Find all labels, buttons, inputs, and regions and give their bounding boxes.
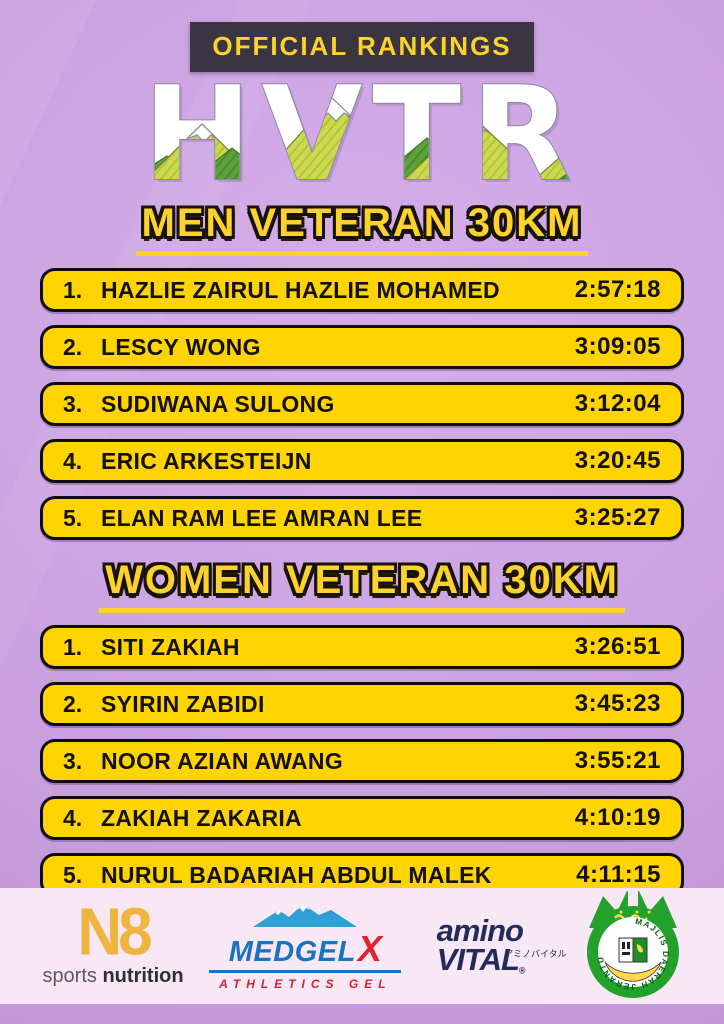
finish-time: 3:25:27 <box>574 504 661 531</box>
finish-time: 2:57:18 <box>574 276 661 303</box>
section-title-women: WOMEN VETERAN 30KM <box>0 558 724 613</box>
rank-number: 4. <box>63 804 83 831</box>
table-row: 3. NOOR AZIAN AWANG 3:55:21 <box>40 739 684 783</box>
amino-line1: amino <box>436 913 524 949</box>
table-row: 4. ZAKIAH ZAKARIA 4:10:19 <box>40 796 684 840</box>
amino-line2: VITAL® <box>437 944 563 976</box>
runner-name: NURUL BADARIAH ABDUL MALEK <box>101 861 492 888</box>
majlis-badge-icon: MAJLIS DAERAH JERANTUT <box>578 881 679 998</box>
men-rows: 1. HAZLIE ZAIRUL HAZLIE MOHAMED 2:57:18 … <box>40 268 684 540</box>
table-row: 2. LESCY WONG 3:09:05 <box>40 325 684 369</box>
finish-time: 4:10:19 <box>574 804 661 831</box>
hvtr-logo: HVTR HVTR HVTR <box>127 57 597 213</box>
sponsor-majlis-daerah-jerantut: MAJLIS DAERAH JERANTUT <box>578 881 686 1005</box>
mountain-art <box>142 97 582 189</box>
medgel-mountains-icon <box>253 903 358 927</box>
n8-logo: N8 <box>77 895 152 970</box>
table-row: 5. ELAN RAM LEE AMRAN LEE 3:25:27 <box>40 496 684 540</box>
finish-time: 3:09:05 <box>574 333 661 360</box>
table-row: 1. SITI ZAKIAH 3:26:51 <box>40 625 684 669</box>
women-rows: 1. SITI ZAKIAH 3:26:51 2. SYIRIN ZABIDI … <box>40 625 684 897</box>
amino-vital-text: VITAL <box>436 942 520 977</box>
medgel-wordmark: MEDGELX <box>205 927 405 969</box>
table-row: 4. ERIC ARKESTEIJN 3:20:45 <box>40 439 684 483</box>
registered-mark: ® <box>518 965 526 976</box>
official-rankings-banner: OFFICIAL RANKINGS <box>190 22 534 72</box>
women-title-text: WOMEN VETERAN 30KM <box>99 558 625 613</box>
table-row: 1. HAZLIE ZAIRUL HAZLIE MOHAMED 2:57:18 <box>40 268 684 312</box>
n8-tagline-light: sports <box>42 964 103 987</box>
finish-time: 3:45:23 <box>574 690 661 717</box>
runner-name: SITI ZAKIAH <box>101 633 240 660</box>
runner-name: SUDIWANA SULONG <box>101 390 335 417</box>
table-row: 2. SYIRIN ZABIDI 3:45:23 <box>40 682 684 726</box>
runner-name: SYIRIN ZABIDI <box>101 690 265 717</box>
rank-number: 1. <box>63 633 83 660</box>
finish-time: 3:55:21 <box>574 747 661 774</box>
finish-time: 3:12:04 <box>574 390 661 417</box>
sponsor-n8: N8 sports nutrition <box>38 895 188 988</box>
rank-number: 2. <box>63 333 83 360</box>
sponsor-amino-vital: amino VITAL® アミノバイタル <box>423 913 567 976</box>
rank-number: 1. <box>63 276 83 303</box>
medgel-tagline: ATHLETICS GEL <box>219 976 392 991</box>
amino-japanese-text: アミノバイタル <box>504 949 567 960</box>
runner-name: ERIC ARKESTEIJN <box>101 447 312 474</box>
medgel-divider <box>209 969 402 973</box>
runner-name: LESCY WONG <box>101 333 261 360</box>
rank-number: 2. <box>63 690 83 717</box>
table-row: 3. SUDIWANA SULONG 3:12:04 <box>40 382 684 426</box>
section-title-men: MEN VETERAN 30KM <box>0 201 724 256</box>
rank-number: 3. <box>63 747 83 774</box>
runner-name: ZAKIAH ZAKARIA <box>101 804 302 831</box>
medgel-brand-text: MEDGEL <box>228 935 356 968</box>
rank-number: 5. <box>63 861 83 888</box>
rank-number: 3. <box>63 390 83 417</box>
rank-number: 4. <box>63 447 83 474</box>
sponsor-band: N8 sports nutrition MEDGELX ATHLETICS GE… <box>0 881 724 1005</box>
hvtr-logo-graphic: HVTR HVTR HVTR <box>142 57 582 213</box>
medgel-x-text: X <box>357 927 382 969</box>
runner-name: NOOR AZIAN AWANG <box>101 747 344 774</box>
n8-tagline-bold: nutrition <box>102 964 184 987</box>
sponsor-medgelx: MEDGELX ATHLETICS GEL <box>205 902 405 991</box>
rank-number: 5. <box>63 504 83 531</box>
men-title-text: MEN VETERAN 30KM <box>135 201 589 256</box>
runner-name: ELAN RAM LEE AMRAN LEE <box>101 504 423 531</box>
finish-time: 3:26:51 <box>574 633 661 660</box>
finish-time: 3:20:45 <box>574 447 661 474</box>
n8-tagline: sports nutrition <box>38 965 188 988</box>
banner-label: OFFICIAL RANKINGS <box>212 31 512 61</box>
runner-name: HAZLIE ZAIRUL HAZLIE MOHAMED <box>101 276 500 303</box>
finish-time: 4:11:15 <box>576 861 661 888</box>
